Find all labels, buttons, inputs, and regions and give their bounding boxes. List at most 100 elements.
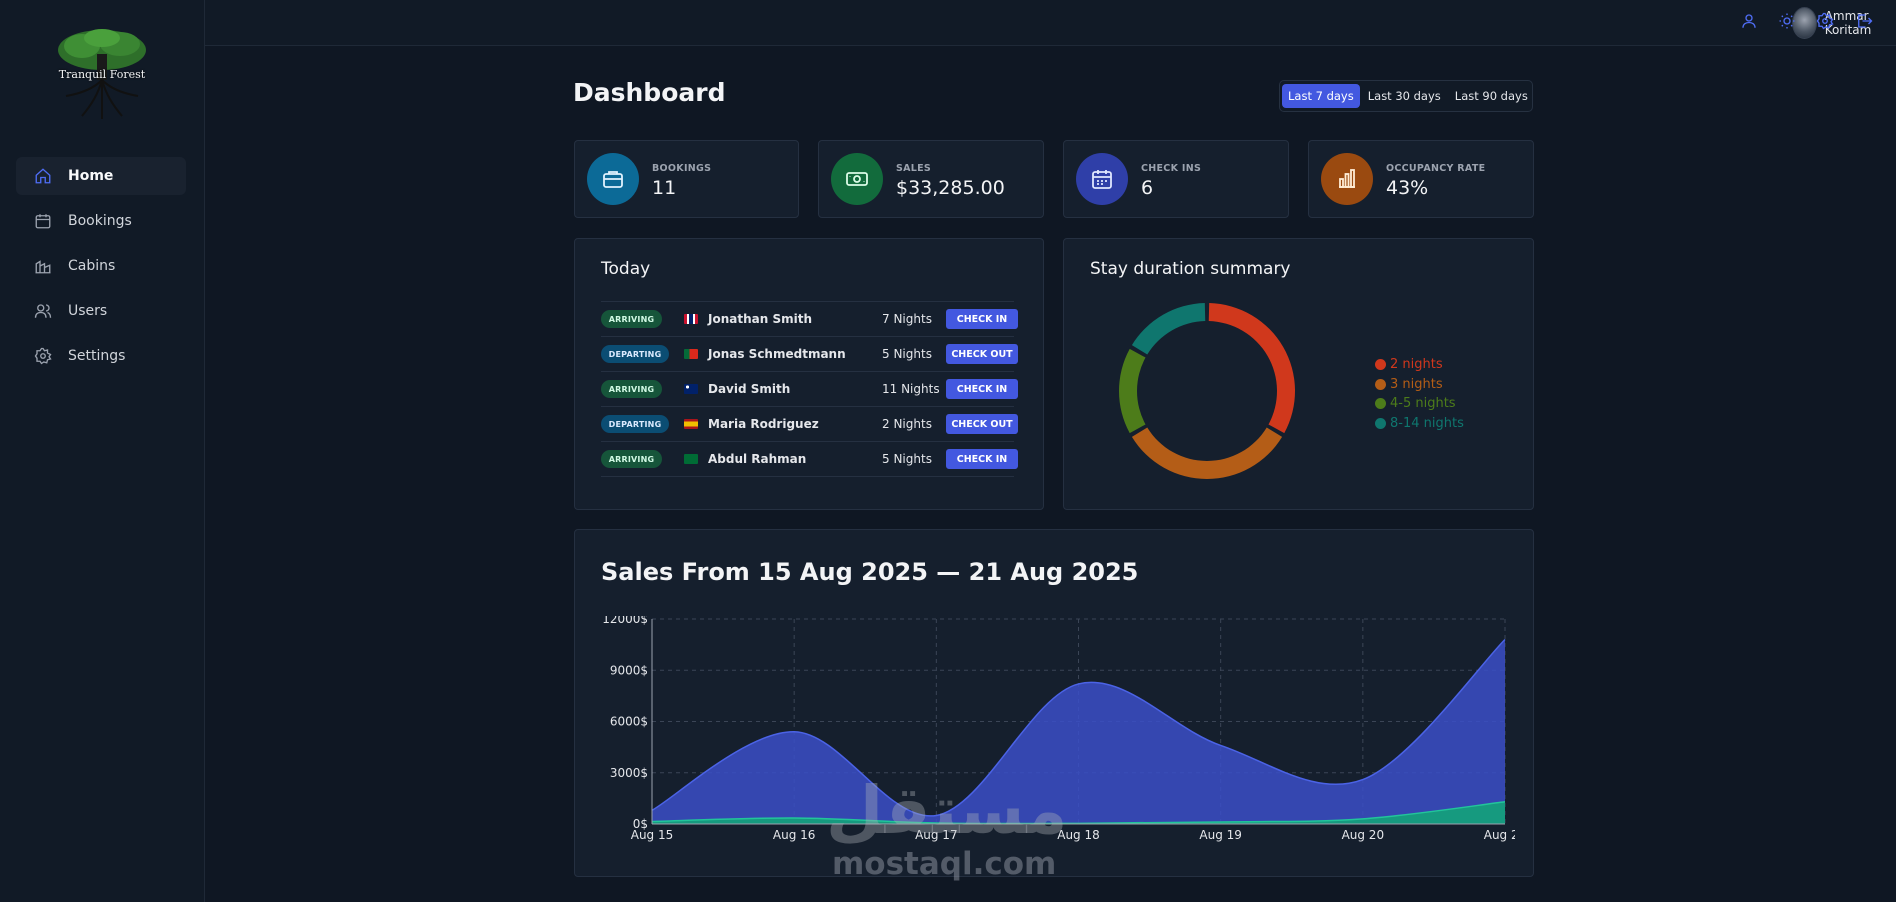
avatar [1792, 7, 1817, 39]
sidebar-item-label: Bookings [68, 213, 132, 229]
today-row: DEPARTING Maria Rodriguez 2 Nights CHECK… [601, 407, 1018, 442]
stat-icon-wrap [831, 153, 883, 205]
area-series-line [651, 638, 1506, 817]
legend-label: 8-14 nights [1390, 415, 1464, 431]
brand-name: Tranquil Forest [58, 68, 146, 81]
sidebar-item-settings[interactable]: Settings [16, 337, 186, 375]
filter-last-30-days[interactable]: Last 30 days [1367, 89, 1441, 103]
legend-label: 3 nights [1390, 376, 1443, 392]
stay-duration-donut-chart [1119, 303, 1295, 479]
x-tick-label: Aug 18 [1057, 828, 1100, 842]
guest-name: Maria Rodriguez [708, 417, 819, 431]
sidebar-item-label: Users [68, 303, 108, 319]
x-tick-label: Aug 21 [1484, 828, 1515, 842]
stat-value: 11 [652, 177, 677, 199]
user-menu[interactable]: Ammar Koritam [1792, 7, 1896, 39]
top-bar: Ammar Koritam [205, 0, 1896, 46]
page-title: Dashboard [573, 78, 726, 107]
status-badge: ARRIVING [601, 380, 662, 398]
status-badge: ARRIVING [601, 310, 662, 328]
today-title: Today [601, 259, 651, 279]
donut-slice [1131, 427, 1283, 479]
guest-name: David Smith [708, 382, 791, 396]
user-icon [1742, 14, 1756, 28]
sun-icon [1779, 13, 1795, 29]
check-in-button[interactable]: CHECK IN [946, 309, 1018, 329]
flag-pt-icon [684, 349, 698, 359]
y-tick-label: 0$ [633, 817, 648, 831]
today-row: ARRIVING David Smith 11 Nights CHECK IN [601, 372, 1018, 407]
today-row: ARRIVING Abdul Rahman 5 Nights CHECK IN [601, 442, 1018, 477]
stat-icon-wrap [1321, 153, 1373, 205]
today-row: DEPARTING Jonas Schmedtmann 5 Nights CHE… [601, 337, 1018, 372]
legend-item: 8-14 nights [1375, 414, 1464, 434]
logout-icon [1858, 14, 1873, 28]
legend-item: 4-5 nights [1375, 394, 1464, 414]
legend-dot-icon [1375, 359, 1386, 371]
legend-dot-icon [1375, 378, 1386, 390]
x-tick-label: Aug 16 [773, 828, 816, 842]
brand-logo[interactable]: Tranquil Forest [52, 24, 152, 124]
today-row: ARRIVING Jonathan Smith 7 Nights CHECK I… [601, 302, 1018, 337]
stat-label: OCCUPANCY RATE [1386, 163, 1486, 174]
legend-item: 2 nights [1375, 355, 1464, 375]
check-in-button[interactable]: CHECK IN [946, 449, 1018, 469]
donut-slice [1119, 348, 1146, 434]
check-out-button[interactable]: CHECK OUT [946, 344, 1018, 364]
stat-value: 43% [1386, 177, 1429, 199]
settings-button[interactable] [1816, 12, 1836, 32]
stat-card-bookings: BOOKINGS 11 [574, 140, 799, 218]
nights-count: 7 Nights [882, 312, 932, 326]
sales-card: Sales From 15 Aug 2025 — 21 Aug 2025 0$ 3… [574, 529, 1534, 877]
theme-toggle-button[interactable] [1778, 12, 1798, 32]
sidebar-item-label: Settings [68, 348, 126, 364]
sidebar-item-users[interactable]: Users [16, 292, 186, 330]
sidebar-nav: Home Bookings Cabins Users Settings [16, 157, 186, 382]
legend-label: 4-5 nights [1390, 396, 1456, 412]
date-range-filter: Last 7 days Last 30 days Last 90 days [1279, 80, 1533, 112]
home-icon [35, 168, 51, 184]
gear-icon [1816, 12, 1834, 30]
x-tick-label: Aug 17 [915, 828, 958, 842]
check-out-button[interactable]: CHECK OUT [946, 414, 1018, 434]
bar-chart-icon [1339, 169, 1355, 188]
sidebar-item-label: Cabins [68, 258, 116, 274]
banknote-icon [846, 172, 868, 186]
stat-label: CHECK INS [1141, 163, 1202, 174]
status-badge: ARRIVING [601, 450, 662, 468]
flag-gb-icon [684, 314, 698, 324]
users-icon [34, 304, 52, 318]
nights-count: 5 Nights [882, 347, 932, 361]
x-tick-label: Aug 20 [1342, 828, 1385, 842]
stat-card-check-ins: CHECK INS 6 [1063, 140, 1289, 218]
sidebar-item-home[interactable]: Home [16, 157, 186, 195]
y-tick-label: 9000$ [610, 663, 648, 677]
stat-icon-wrap [1076, 153, 1128, 205]
account-button[interactable] [1740, 12, 1760, 32]
sidebar-item-cabins[interactable]: Cabins [16, 247, 186, 285]
filter-last-90-days[interactable]: Last 90 days [1454, 89, 1528, 103]
area-series-line [651, 801, 1506, 825]
sidebar-item-label: Home [68, 168, 114, 184]
status-badge: DEPARTING [601, 415, 669, 433]
nights-count: 2 Nights [882, 417, 932, 431]
stat-value: $33,285.00 [896, 177, 1005, 199]
check-in-button[interactable]: CHECK IN [946, 379, 1018, 399]
stay-duration-card: Stay duration summary 2 nights 3 nights 4-… [1063, 238, 1534, 510]
sales-area-chart: 0$ 3000$ 6000$ 9000$ 12000$ Aug 15 Aug 16 Aug 1… [602, 616, 1515, 842]
sidebar: Tranquil Forest Home Bookings Cabins Use… [0, 0, 205, 902]
cabin-icon [35, 260, 51, 274]
stay-duration-title: Stay duration summary [1090, 259, 1291, 279]
guest-name: Abdul Rahman [708, 452, 807, 466]
area-series-fill [652, 801, 1505, 824]
today-card: Today ARRIVING Jonathan Smith 7 Nights C… [574, 238, 1044, 510]
flag-au-icon [684, 384, 698, 394]
logout-button[interactable] [1855, 12, 1875, 32]
donut-slice [1208, 303, 1295, 434]
filter-last-7-days[interactable]: Last 7 days [1282, 84, 1360, 108]
stat-label: SALES [896, 163, 932, 174]
today-list: ARRIVING Jonathan Smith 7 Nights CHECK I… [601, 301, 1018, 477]
x-tick-label: Aug 15 [631, 828, 674, 842]
guest-name: Jonathan Smith [708, 312, 812, 326]
sidebar-item-bookings[interactable]: Bookings [16, 202, 186, 240]
